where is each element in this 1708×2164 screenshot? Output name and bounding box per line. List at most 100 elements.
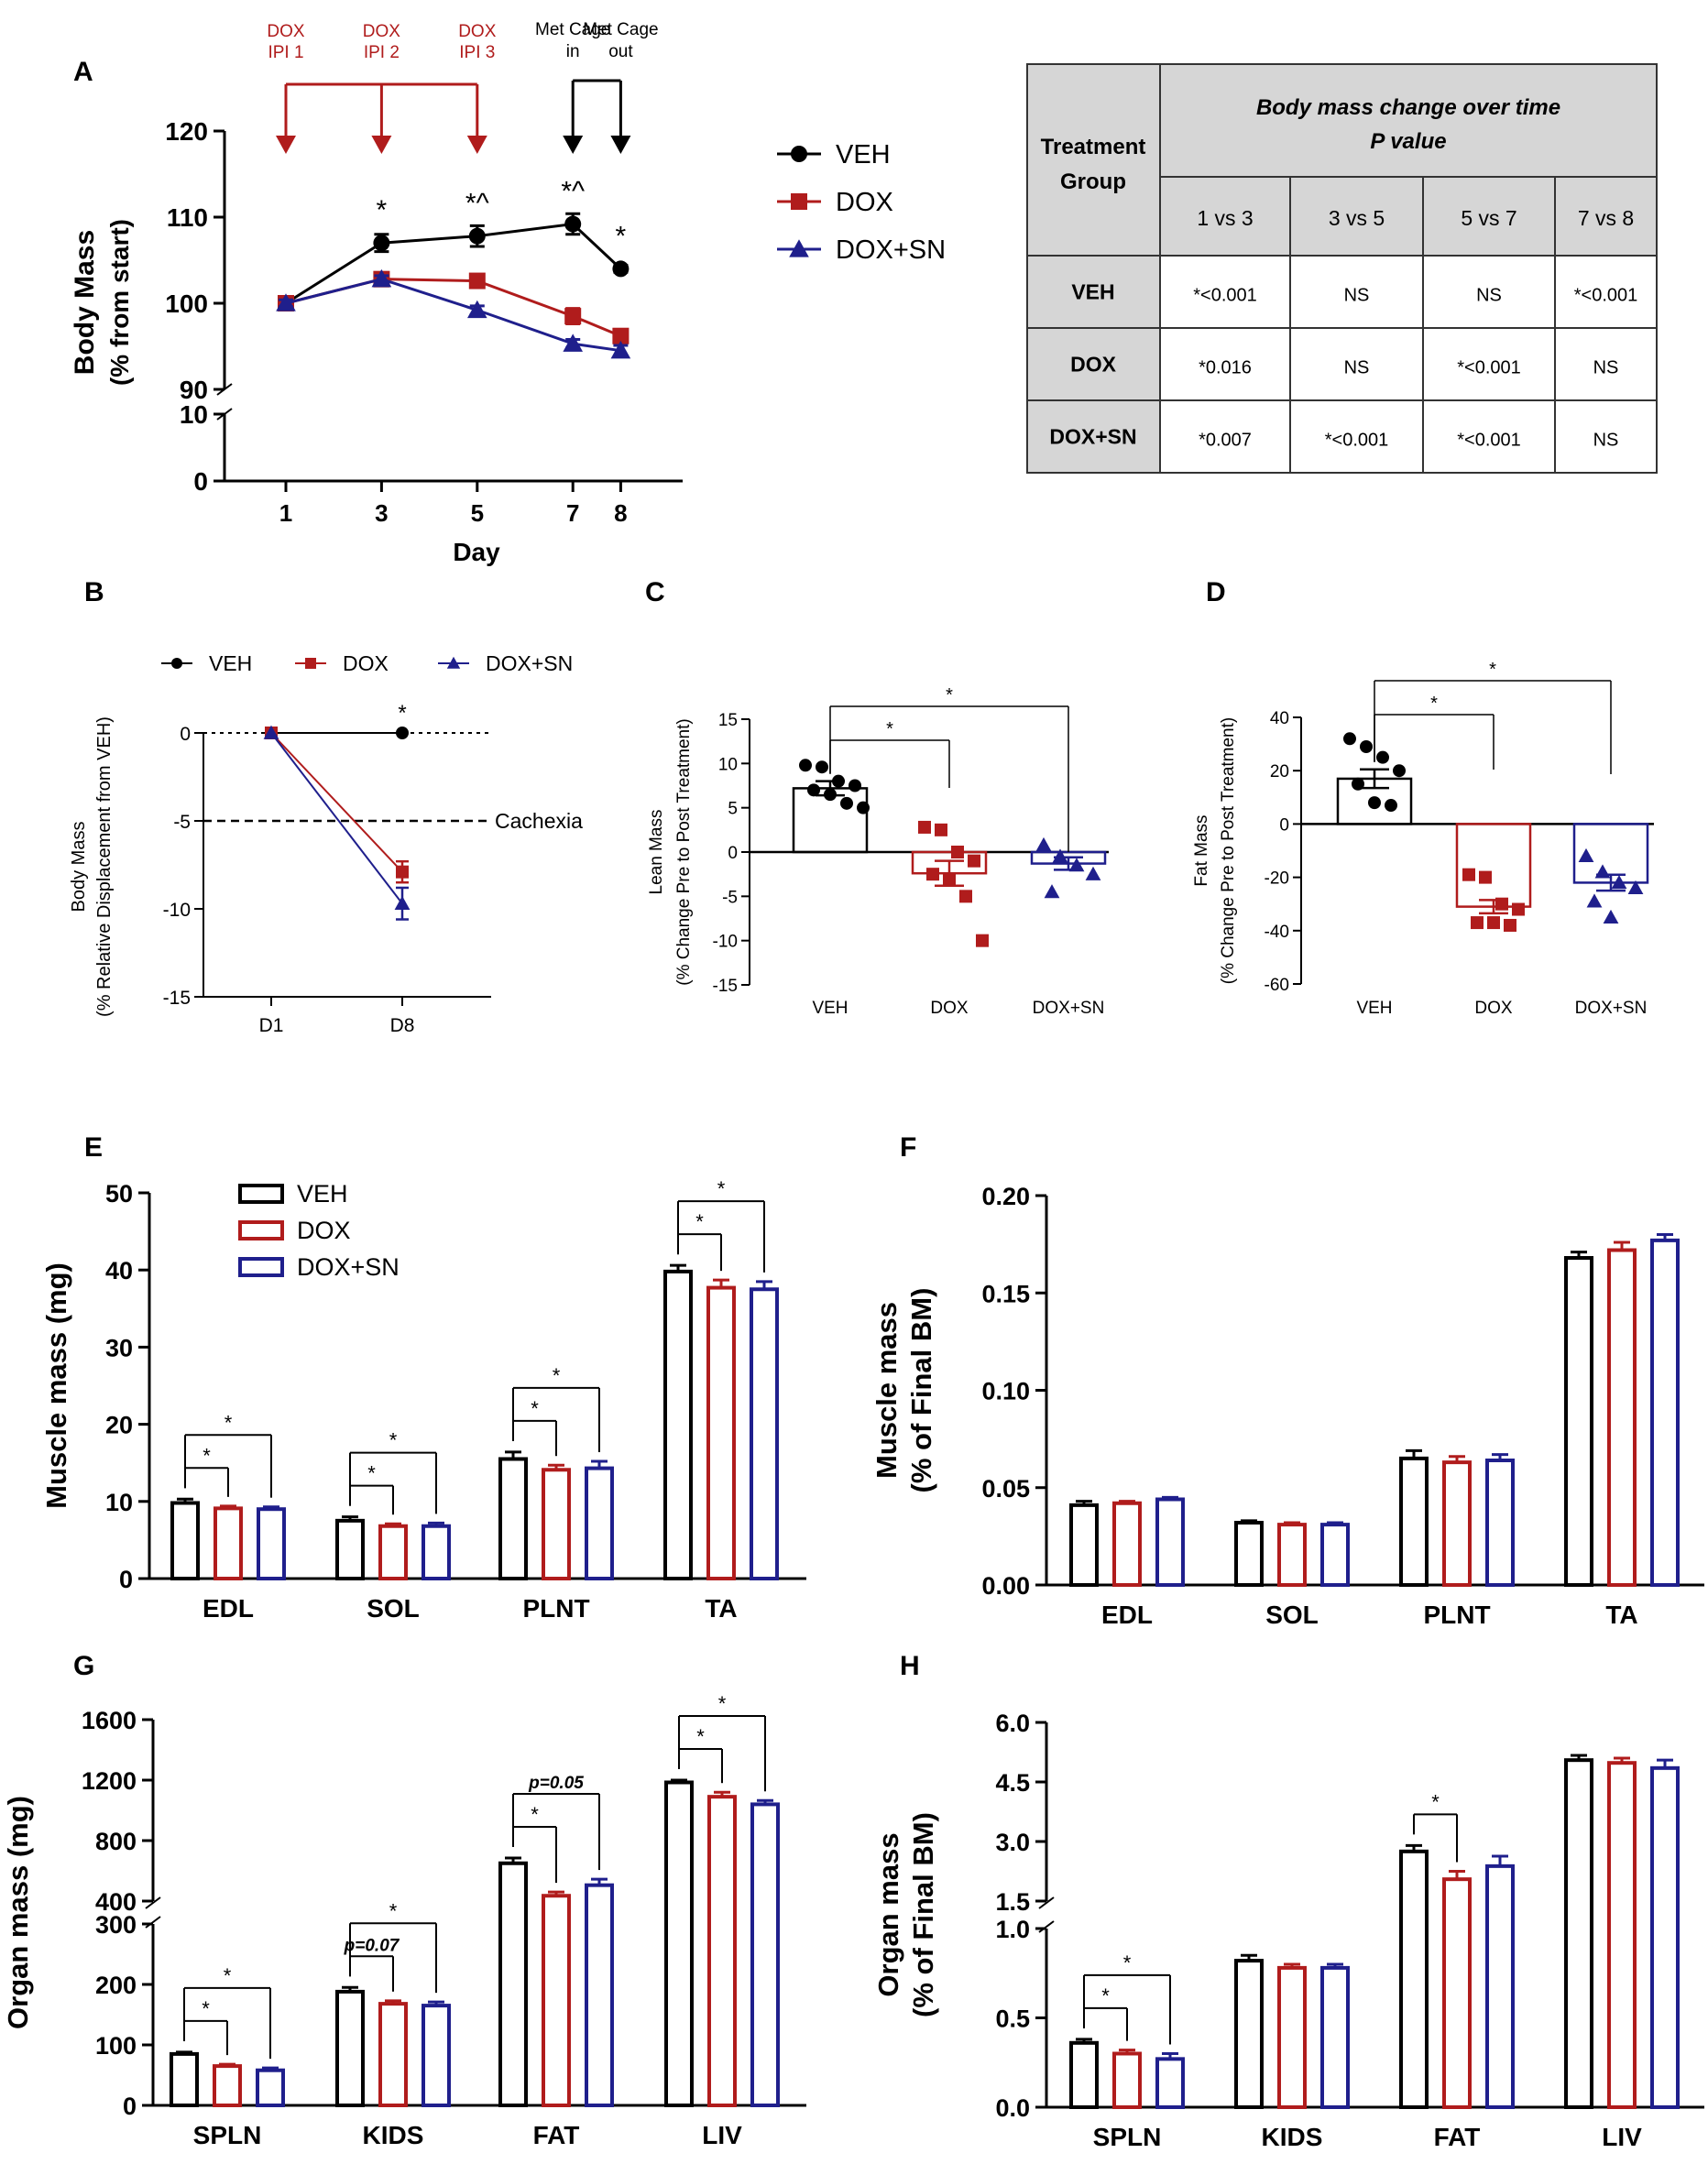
tick-label-x-fat: FAT [1434, 2123, 1481, 2151]
tick-label-y: 0.10 [981, 1378, 1030, 1405]
bar-fat-veh [1399, 1849, 1429, 2110]
scatter-point-veh [1352, 777, 1364, 791]
tick-label-y: -20 [1265, 869, 1289, 889]
legend-b-marker-veh [171, 658, 182, 669]
bracket-label: * [1430, 694, 1438, 714]
scatter-point-veh [824, 788, 837, 802]
legend-e-swatch-veh [238, 1184, 284, 1204]
bracket-label: * [717, 1177, 726, 1200]
data-point-dox-sn [276, 293, 296, 311]
tick-label-x-kids: KIDS [1262, 2123, 1323, 2151]
tick-label-y: 40 [1270, 709, 1289, 728]
bar-liv-veh [664, 1780, 694, 2107]
bar-plnt-dox [542, 1468, 571, 1580]
bar-kids-dox [1277, 1965, 1307, 2109]
tick-label-x-veh: VEH [812, 999, 848, 1018]
bracket-label: * [1489, 660, 1496, 680]
bar-sol-veh [335, 1518, 365, 1580]
legend-b-marker-dox-sn [446, 656, 461, 669]
axis-title-a-x: Day [453, 538, 500, 566]
bar-edl-dox-sn [257, 1507, 286, 1580]
table-header-bg [1160, 64, 1657, 256]
tick-label-y: 3.0 [995, 1829, 1030, 1856]
axis-break [145, 1896, 161, 1909]
cachexia-label: Cachexia [495, 809, 583, 833]
scatter-point-dox-sn [1578, 847, 1594, 863]
significance-marker-a: *^ [465, 189, 489, 219]
table-cell: NS [1593, 431, 1619, 451]
tick-label-x-dox: DOX [1474, 999, 1513, 1018]
tick-label-x-spln: SPLN [193, 2121, 262, 2149]
table-row-header: DOX+SN [1049, 425, 1136, 449]
tick-label-y: 0.5 [995, 2006, 1030, 2033]
scatter-point-dox [959, 890, 972, 903]
tick-label-y: 100 [95, 2032, 137, 2060]
bar-spln-dox [213, 2064, 242, 2108]
tick-label-x-spln: SPLN [1093, 2123, 1162, 2151]
legend-a-label-veh: VEH [836, 140, 891, 169]
scatter-point-dox-sn [1603, 909, 1619, 924]
bar-edl-dox-sn [1155, 1497, 1185, 1587]
data-point-dox-sn [610, 340, 631, 359]
panel-d: D 40 20 0 -20 -40 -60 VEH DOX DOX+SN * * Fat Mass (% … [1192, 577, 1654, 1018]
data-point-dox-sn [467, 300, 487, 319]
table-cell: *<0.001 [1325, 431, 1389, 451]
table-group-header: Group [1060, 169, 1126, 194]
bar-plnt-veh [1399, 1456, 1429, 1587]
tick-label-a-y: 0 [193, 467, 208, 496]
tick-label-y: 40 [105, 1257, 133, 1284]
panel-e: E 0 10 20 30 40 50 EDL SOL PLNT TA * * * * * * * * Muscle m… [40, 1132, 806, 1623]
bracket-label: * [1101, 1984, 1110, 2007]
scatter-point-dox [926, 868, 939, 881]
bar-edl-dox [1112, 1501, 1142, 1587]
panel-c: C 15 10 5 0 -5 -10 -15 VEH DOX DOX+SN * * Lean Mass (%… [645, 577, 1109, 1018]
legend-e-swatch-dox [238, 1220, 284, 1240]
bar-ta-dox [1607, 1248, 1637, 1587]
axis-title-b-y: Body Mass [69, 822, 89, 913]
bar-kids-veh [1234, 1959, 1264, 2110]
scatter-point-veh [849, 779, 861, 792]
scatter-point-veh [1360, 740, 1373, 754]
data-point-dox-sn [371, 268, 392, 288]
scatter-point-dox [1504, 918, 1516, 932]
bar-spln-dox-sn [256, 2068, 285, 2107]
scatter-point-veh [1385, 799, 1397, 813]
bar-fat-veh [498, 1861, 528, 2107]
bar-ta-veh [1564, 1256, 1593, 1587]
table-cell: *<0.001 [1457, 431, 1521, 451]
dosing-label: IPI 1 [268, 43, 303, 62]
legend-a-marker-veh [791, 146, 807, 162]
axis-break [1038, 1896, 1055, 1909]
bar-liv-dox [1607, 1761, 1637, 2109]
axis-break [145, 1916, 161, 1929]
bracket-label: * [224, 1411, 233, 1434]
axis-title-y: (% of Final BM) [907, 1812, 939, 2017]
table-border [1026, 63, 1658, 474]
scatter-point-veh [840, 796, 853, 810]
bar-plnt-veh [498, 1457, 528, 1580]
legend-b-label-dox-sn: DOX+SN [486, 651, 573, 675]
axis-title-y: Organ mass [872, 1832, 904, 1996]
panel-letter-c: C [645, 577, 665, 607]
axis-title-y: Lean Mass [647, 810, 666, 895]
dosing-arrow-head [276, 136, 296, 154]
tick-label-x-edl: EDL [1101, 1601, 1153, 1629]
tick-label-y: -15 [713, 977, 738, 996]
bar-fat-dox-sn [1485, 1863, 1515, 2110]
data-point-b-dox [396, 865, 409, 879]
scatter-point-dox [1495, 897, 1508, 911]
tick-label-y: 20 [1270, 762, 1289, 781]
table-cell: *<0.001 [1457, 358, 1521, 378]
legend-b-marker-dox [305, 658, 316, 669]
bracket-label: * [202, 1997, 210, 2020]
tick-label-y: 0.20 [981, 1183, 1030, 1210]
legend-e-label-dox: DOX [297, 1217, 351, 1244]
dosing-label: DOX [458, 22, 497, 41]
dosing-label: IPI 3 [459, 43, 495, 62]
bracket-label: * [886, 719, 893, 739]
scatter-point-veh [1368, 796, 1381, 810]
legend-b-label-dox: DOX [343, 651, 389, 675]
tick-label-y: 15 [718, 711, 738, 730]
scatter-point-veh [832, 774, 845, 788]
